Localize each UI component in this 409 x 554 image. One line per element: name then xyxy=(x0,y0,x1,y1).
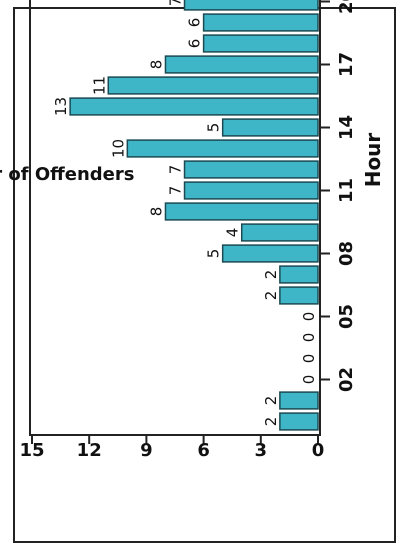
bar-value-label: 4 xyxy=(224,228,242,238)
x-tick-label: 05 xyxy=(336,304,357,329)
x-tick-label: 08 xyxy=(336,241,357,266)
bar-hour-16 xyxy=(107,76,319,95)
bar-hour-1 xyxy=(279,391,319,410)
bar-hour-8 xyxy=(221,244,319,263)
bar-value-label: 0 xyxy=(300,375,318,385)
y-tick-label: 3 xyxy=(255,440,268,461)
data-labels-group: 220000225487710513118667641 xyxy=(52,0,318,426)
bar-hour-20 xyxy=(183,0,319,11)
y-axis-title: Number of Offenders xyxy=(0,164,134,185)
bar-value-label: 2 xyxy=(262,291,280,301)
bar-hour-6 xyxy=(279,286,319,305)
bar-value-label: 13 xyxy=(52,97,70,116)
bars-group xyxy=(69,0,319,431)
y-tick-label: 9 xyxy=(140,440,153,461)
x-tick-label: 14 xyxy=(336,115,357,140)
bar-value-label: 5 xyxy=(205,123,223,133)
bar-value-label: 8 xyxy=(147,60,165,70)
bar-value-label: 0 xyxy=(300,354,318,364)
bar-value-label: 7 xyxy=(167,0,185,6)
bar-hour-13 xyxy=(126,139,319,158)
bar-value-label: 11 xyxy=(90,76,108,95)
bar-hour-9 xyxy=(240,223,319,242)
x-tick-label: 20 xyxy=(336,0,357,14)
y-tick-label: 6 xyxy=(197,440,210,461)
bar-hour-17 xyxy=(164,55,319,74)
bar-value-label: 6 xyxy=(186,39,204,49)
bar-hour-7 xyxy=(279,265,319,284)
bar-value-label: 8 xyxy=(147,207,165,217)
bar-value-label: 2 xyxy=(262,396,280,406)
bar-value-label: 0 xyxy=(300,312,318,322)
x-axis: 0205081114172023 xyxy=(320,0,357,392)
figure-frame xyxy=(13,7,396,543)
bar-value-label: 5 xyxy=(205,249,223,259)
x-tick-label: 17 xyxy=(336,52,357,77)
y-tick-label: 0 xyxy=(312,440,325,461)
bar-hour-12 xyxy=(183,160,319,179)
y-tick-label: 12 xyxy=(77,440,102,461)
bar-value-label: 6 xyxy=(186,18,204,28)
bar-hour-11 xyxy=(183,181,319,200)
bar-hour-0 xyxy=(279,412,319,431)
bar-hour-19 xyxy=(202,13,319,32)
bar-hour-15 xyxy=(69,97,319,116)
bar-value-label: 2 xyxy=(262,270,280,280)
x-tick-label: 11 xyxy=(336,178,357,203)
bar-hour-14 xyxy=(221,118,319,137)
x-axis-title: Hour xyxy=(361,133,385,188)
bar-value-label: 10 xyxy=(109,139,127,158)
y-axis: 0 3 6 9 12 15 xyxy=(19,435,324,461)
plot-frame xyxy=(29,0,321,436)
bar-value-label: 0 xyxy=(300,333,318,343)
x-tick-label: 02 xyxy=(336,367,357,392)
bar-value-label: 7 xyxy=(167,186,185,196)
bar-hour-10 xyxy=(164,202,319,221)
bar-value-label: 2 xyxy=(262,417,280,427)
bar-hour-18 xyxy=(202,34,319,53)
bar-value-label: 7 xyxy=(167,165,185,175)
y-tick-label: 15 xyxy=(19,440,44,461)
